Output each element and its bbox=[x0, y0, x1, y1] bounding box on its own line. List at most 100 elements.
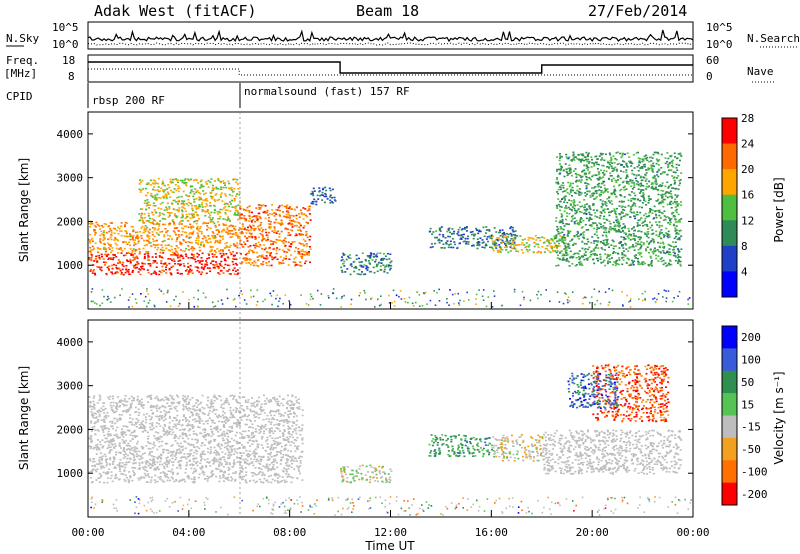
heatmap-cell bbox=[462, 233, 465, 236]
heatmap-cell bbox=[662, 190, 665, 192]
heatmap-cell bbox=[221, 421, 223, 423]
heatmap-cell bbox=[620, 206, 623, 209]
heatmap-cell bbox=[274, 212, 277, 214]
heatmap-cell bbox=[451, 293, 454, 296]
heatmap-cell bbox=[301, 249, 304, 251]
heatmap-cell bbox=[538, 237, 541, 239]
heatmap-cell bbox=[572, 182, 575, 185]
heatmap-cell bbox=[181, 230, 184, 233]
heatmap-cell bbox=[606, 166, 609, 168]
heatmap-cell bbox=[129, 260, 132, 263]
heatmap-cell bbox=[513, 234, 515, 236]
heatmap-cell bbox=[225, 442, 228, 444]
heatmap-cell bbox=[115, 244, 118, 246]
heatmap-cell bbox=[197, 229, 200, 231]
heatmap-cell bbox=[196, 269, 199, 272]
heatmap-cell bbox=[586, 238, 589, 241]
heatmap-cell bbox=[213, 440, 216, 442]
heatmap-cell bbox=[650, 264, 653, 267]
heatmap-cell bbox=[513, 247, 516, 249]
heatmap-cell bbox=[389, 253, 392, 255]
heatmap-cell bbox=[219, 395, 222, 398]
heatmap-cell bbox=[604, 229, 607, 231]
heatmap-cell bbox=[633, 235, 636, 237]
heatmap-cell bbox=[308, 246, 311, 248]
heatmap-cell bbox=[655, 162, 658, 165]
heatmap-cell bbox=[496, 237, 499, 239]
heatmap-cell bbox=[656, 171, 659, 173]
heatmap-cell bbox=[323, 195, 326, 198]
heatmap-cell bbox=[177, 247, 180, 249]
heatmap-cell bbox=[192, 230, 195, 233]
heatmap-cell bbox=[327, 295, 330, 297]
heatmap-cell bbox=[291, 241, 294, 243]
heatmap-cell bbox=[568, 247, 571, 249]
heatmap-cell bbox=[256, 226, 259, 228]
heatmap-cell bbox=[169, 394, 172, 397]
heatmap-cell bbox=[678, 221, 681, 223]
heatmap-cell bbox=[579, 257, 582, 259]
heatmap-cell bbox=[134, 250, 137, 252]
heatmap-cell bbox=[237, 218, 240, 221]
heatmap-cell bbox=[131, 400, 134, 402]
heatmap-cell bbox=[578, 158, 580, 161]
heatmap-cell bbox=[595, 192, 598, 194]
heatmap-cell bbox=[271, 444, 274, 446]
heatmap-cell bbox=[155, 198, 158, 200]
heatmap-cell bbox=[147, 215, 150, 217]
heatmap-cell bbox=[296, 221, 299, 223]
heatmap-cell bbox=[237, 402, 239, 404]
heatmap-cell bbox=[621, 252, 624, 254]
heatmap-cell bbox=[532, 238, 535, 240]
heatmap-cell bbox=[127, 410, 130, 413]
heatmap-cell bbox=[603, 173, 606, 175]
heatmap-cell bbox=[197, 243, 200, 246]
heatmap-cell bbox=[294, 264, 297, 267]
heatmap-cell bbox=[567, 167, 570, 170]
heatmap-cell bbox=[290, 214, 293, 217]
heatmap-cell bbox=[268, 226, 271, 229]
heatmap-cell bbox=[157, 423, 160, 425]
heatmap-cell bbox=[287, 211, 290, 213]
heatmap-cell bbox=[184, 182, 187, 184]
heatmap-cell bbox=[188, 428, 191, 430]
heatmap-cell bbox=[604, 187, 606, 190]
heatmap-cell bbox=[636, 213, 639, 216]
heatmap-cell bbox=[603, 226, 606, 229]
heatmap-cell bbox=[158, 255, 161, 257]
heatmap-cell bbox=[270, 256, 273, 258]
heatmap-cell bbox=[451, 232, 454, 235]
heatmap-cell bbox=[558, 242, 560, 245]
heatmap-cell bbox=[345, 258, 348, 261]
heatmap-cell bbox=[177, 234, 180, 236]
heatmap-cell bbox=[128, 235, 130, 238]
heatmap-cell bbox=[169, 305, 172, 308]
heatmap-cell bbox=[188, 270, 191, 272]
heatmap-cell bbox=[143, 227, 146, 229]
heatmap-cell bbox=[430, 243, 433, 245]
heatmap-cell bbox=[620, 164, 623, 166]
heatmap-cell bbox=[677, 256, 680, 258]
heatmap-cell bbox=[594, 190, 597, 192]
heatmap-cell bbox=[482, 241, 485, 244]
heatmap-cell bbox=[651, 182, 654, 184]
heatmap-cell bbox=[126, 222, 128, 224]
heatmap-cell bbox=[596, 168, 599, 170]
heatmap-cell bbox=[241, 468, 244, 470]
heatmap-cell bbox=[253, 451, 256, 453]
heatmap-cell bbox=[220, 236, 223, 238]
heatmap-cell bbox=[305, 233, 308, 235]
heatmap-cell bbox=[575, 180, 577, 183]
heatmap-cell bbox=[201, 260, 204, 262]
heatmap-cell bbox=[328, 297, 330, 299]
heatmap-cell bbox=[639, 175, 642, 178]
heatmap-cell bbox=[626, 166, 629, 168]
heatmap-cell bbox=[653, 205, 656, 208]
heatmap-cell bbox=[672, 216, 675, 218]
heatmap-cell bbox=[143, 202, 146, 204]
heatmap-cell bbox=[362, 266, 365, 268]
heatmap-cell bbox=[558, 159, 561, 162]
heatmap-cell bbox=[90, 257, 93, 259]
heatmap-cell bbox=[108, 248, 111, 251]
heatmap-cell bbox=[636, 243, 639, 245]
